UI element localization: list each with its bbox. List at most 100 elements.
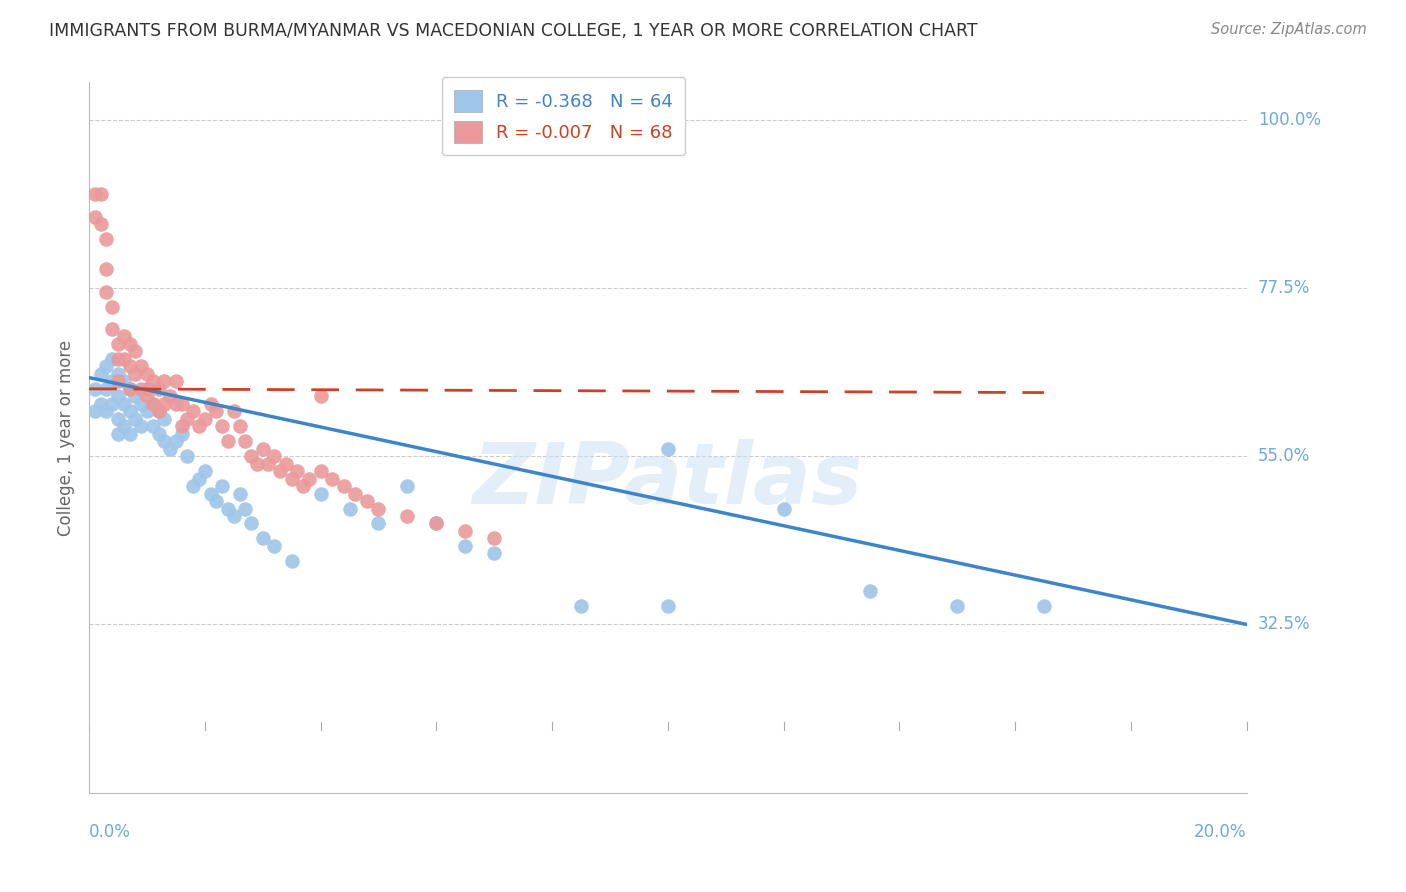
Text: IMMIGRANTS FROM BURMA/MYANMAR VS MACEDONIAN COLLEGE, 1 YEAR OR MORE CORRELATION : IMMIGRANTS FROM BURMA/MYANMAR VS MACEDON… xyxy=(49,22,977,40)
Point xyxy=(107,411,129,425)
Point xyxy=(112,397,135,411)
Point xyxy=(96,232,118,246)
Point xyxy=(170,426,193,441)
Point xyxy=(129,382,152,396)
Point xyxy=(344,486,367,500)
Point xyxy=(124,367,146,381)
Point xyxy=(280,554,302,568)
Text: 0.0%: 0.0% xyxy=(89,823,131,841)
Point xyxy=(356,494,378,508)
Point xyxy=(454,539,477,553)
Point xyxy=(136,382,159,396)
Point xyxy=(280,472,302,486)
Point xyxy=(142,397,165,411)
Point xyxy=(165,397,187,411)
Text: 20.0%: 20.0% xyxy=(1194,823,1247,841)
Point xyxy=(118,337,141,351)
Point xyxy=(90,397,112,411)
Point xyxy=(112,419,135,434)
Point xyxy=(107,367,129,381)
Point xyxy=(165,434,187,449)
Point xyxy=(309,464,332,478)
Point xyxy=(339,501,361,516)
Point xyxy=(153,397,176,411)
Point xyxy=(148,426,170,441)
Point xyxy=(194,464,217,478)
Point xyxy=(269,464,291,478)
Point xyxy=(211,479,233,493)
Point xyxy=(129,397,152,411)
Point xyxy=(129,419,152,434)
Point xyxy=(946,599,969,613)
Point xyxy=(772,501,794,516)
Point xyxy=(367,501,389,516)
Point xyxy=(200,397,222,411)
Point xyxy=(101,300,124,314)
Point xyxy=(246,457,269,471)
Point xyxy=(332,479,354,493)
Point xyxy=(124,411,146,425)
Point xyxy=(298,472,321,486)
Point xyxy=(107,389,129,403)
Point xyxy=(217,501,239,516)
Point xyxy=(194,411,217,425)
Legend: R = -0.368   N = 64, R = -0.007   N = 68: R = -0.368 N = 64, R = -0.007 N = 68 xyxy=(441,77,686,155)
Point xyxy=(859,583,882,598)
Text: 77.5%: 77.5% xyxy=(1258,279,1310,297)
Point xyxy=(287,464,309,478)
Point xyxy=(83,210,105,224)
Point xyxy=(153,375,176,389)
Point xyxy=(118,359,141,374)
Point xyxy=(153,434,176,449)
Point xyxy=(222,404,245,418)
Point xyxy=(176,411,198,425)
Point xyxy=(292,479,315,493)
Point xyxy=(211,419,233,434)
Point xyxy=(309,486,332,500)
Point xyxy=(112,329,135,343)
Point xyxy=(107,426,129,441)
Point xyxy=(657,599,679,613)
Point xyxy=(200,486,222,500)
Point xyxy=(142,375,165,389)
Point xyxy=(396,508,419,523)
Point xyxy=(148,404,170,418)
Point xyxy=(83,404,105,418)
Point xyxy=(240,516,263,531)
Point xyxy=(240,449,263,463)
Point xyxy=(107,337,129,351)
Point xyxy=(263,539,285,553)
Point xyxy=(321,472,343,486)
Point xyxy=(454,524,477,538)
Point xyxy=(136,389,159,403)
Point xyxy=(222,508,245,523)
Point xyxy=(101,397,124,411)
Point xyxy=(228,419,250,434)
Text: 55.0%: 55.0% xyxy=(1258,447,1310,465)
Point xyxy=(153,411,176,425)
Point xyxy=(176,449,198,463)
Point xyxy=(96,262,118,277)
Point xyxy=(181,479,204,493)
Point xyxy=(569,599,592,613)
Point xyxy=(425,516,447,531)
Point xyxy=(1033,599,1056,613)
Point xyxy=(159,389,181,403)
Point xyxy=(205,494,228,508)
Point xyxy=(112,375,135,389)
Point xyxy=(181,404,204,418)
Text: Source: ZipAtlas.com: Source: ZipAtlas.com xyxy=(1211,22,1367,37)
Point xyxy=(396,479,419,493)
Point xyxy=(142,397,165,411)
Point xyxy=(148,404,170,418)
Point xyxy=(83,382,105,396)
Point xyxy=(96,359,118,374)
Point xyxy=(170,397,193,411)
Point xyxy=(205,404,228,418)
Point xyxy=(274,457,297,471)
Point xyxy=(482,532,505,546)
Point xyxy=(96,404,118,418)
Point xyxy=(170,419,193,434)
Point xyxy=(228,486,250,500)
Point xyxy=(263,449,285,463)
